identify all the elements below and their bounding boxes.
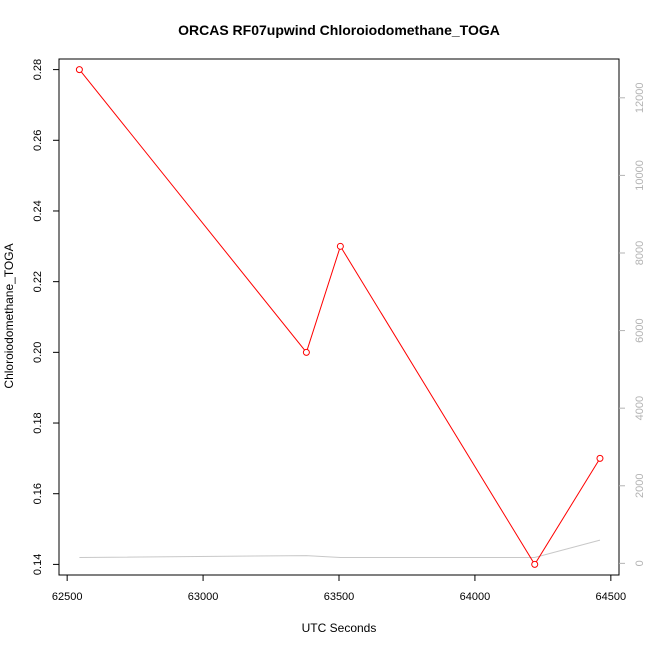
data-point bbox=[302, 348, 310, 356]
chart-title: ORCAS RF07upwind Chloroiodomethane_TOGA bbox=[178, 22, 500, 38]
data-point bbox=[531, 560, 539, 568]
x-axis: 62500 63000 63500 64000 64500 bbox=[52, 575, 626, 603]
y-tick-label: 0.16 bbox=[32, 483, 44, 504]
x-tick-label: 63000 bbox=[188, 591, 219, 603]
series-line-right bbox=[79, 539, 601, 558]
x-tick-label: 64500 bbox=[596, 591, 627, 603]
x-tick-label: 63500 bbox=[324, 591, 355, 603]
y-tick-label: 0.26 bbox=[32, 130, 44, 151]
data-point bbox=[75, 66, 83, 74]
y2-tick-label: 2000 bbox=[634, 474, 646, 498]
y-tick-label: 0.20 bbox=[32, 342, 44, 363]
x-axis-label: UTC Seconds bbox=[302, 621, 377, 635]
y2-tick-label: 12000 bbox=[634, 83, 646, 114]
y2-tick-label: 10000 bbox=[634, 160, 646, 191]
y-tick-label: 0.14 bbox=[32, 554, 44, 575]
y-tick-label: 0.22 bbox=[32, 271, 44, 292]
y-tick-label: 0.24 bbox=[32, 200, 44, 221]
series-layer bbox=[75, 66, 604, 568]
y2-tick-label: 4000 bbox=[634, 396, 646, 420]
y2-tick-label: 8000 bbox=[634, 241, 646, 265]
x-tick-label: 64000 bbox=[460, 591, 491, 603]
x-tick-label: 62500 bbox=[52, 591, 83, 603]
y-axis-label: Chloroiodomethane_TOGA bbox=[2, 243, 16, 388]
data-point bbox=[336, 242, 344, 250]
y2-tick-label: 6000 bbox=[634, 318, 646, 342]
y-axis-right: 0 2000 4000 6000 8000 10000 12000 bbox=[619, 83, 646, 566]
y2-tick-label: 0 bbox=[634, 560, 646, 566]
data-point bbox=[596, 454, 604, 462]
y-tick-label: 0.28 bbox=[32, 59, 44, 80]
y-tick-label: 0.18 bbox=[32, 412, 44, 433]
y-axis-left: 0.14 0.16 0.18 0.20 0.22 0.24 0.26 0.28 bbox=[32, 59, 59, 575]
